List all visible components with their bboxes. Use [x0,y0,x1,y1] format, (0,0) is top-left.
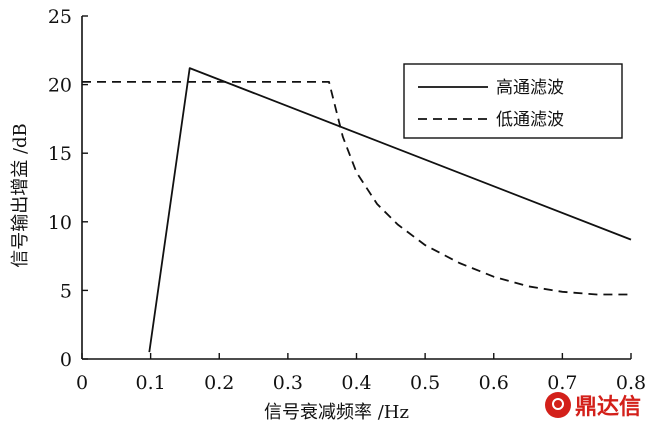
y-axis-label: 信号输出增益 /dB [10,123,31,268]
x-tick-label: 0 [76,372,88,394]
x-tick-label: 0.2 [204,372,234,394]
legend-label: 低通滤波 [496,110,564,130]
x-tick-label: 0.3 [273,372,303,394]
y-tick-label: 0 [60,349,72,371]
y-tick-label: 20 [48,75,72,97]
y-tick-label: 15 [48,143,72,165]
x-tick-label: 0.6 [479,372,509,394]
y-tick-label: 25 [48,6,72,28]
watermark: 鼎达信 [544,389,641,421]
y-tick-label: 10 [48,212,72,234]
x-tick-label: 0.1 [136,372,166,394]
watermark-logo-icon [544,392,571,418]
x-tick-label: 0.8 [616,372,646,394]
x-tick-label: 0.7 [547,372,577,394]
series-line-highpass [148,67,632,353]
x-tick-label: 0.5 [410,372,440,394]
legend-label: 高通滤波 [496,78,564,98]
series-line-lowpass [82,81,631,296]
y-tick-label: 5 [60,280,72,302]
x-axis-label: 信号衰减频率 /Hz [264,402,409,423]
legend-box [403,63,623,139]
x-tick-label: 0.4 [341,372,371,394]
watermark-text: 鼎达信 [574,395,641,420]
